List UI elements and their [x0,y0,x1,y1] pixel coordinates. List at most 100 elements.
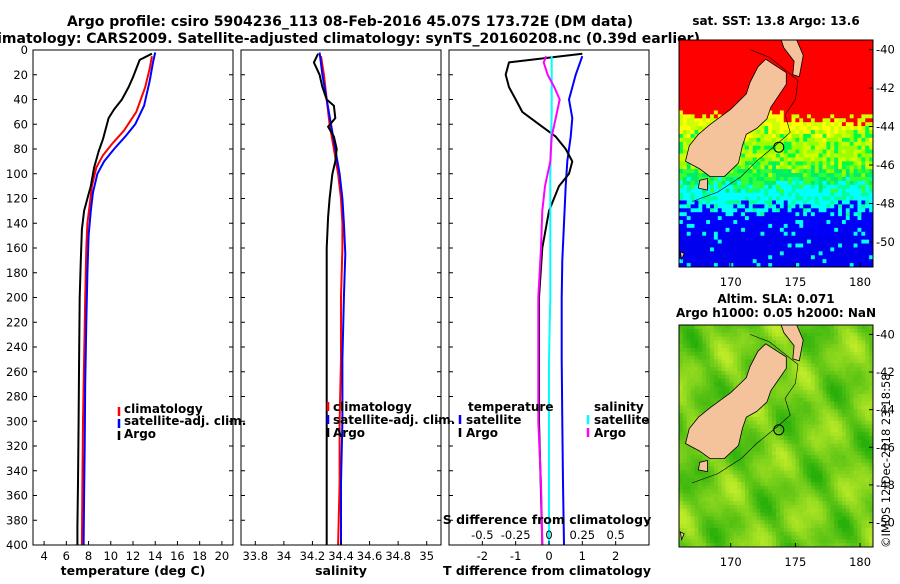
map-cell [807,107,811,111]
map-cell [865,107,869,111]
map-cell [792,197,796,201]
map-cell [819,204,823,208]
map-cell [799,382,803,386]
map-cell [846,40,850,44]
map-cell [838,75,842,79]
map-cell [857,75,861,79]
map-cell [726,197,730,201]
x-tick-label: 2 [612,549,619,563]
map-cell [768,130,772,134]
map-cell [714,236,718,240]
map-cell [706,216,710,220]
map-cell [687,344,691,348]
map-cell [838,236,842,240]
map-cell [795,532,799,536]
map-cell [850,259,854,263]
map-cell [815,200,819,204]
map-cell [865,134,869,138]
map-cell [729,386,733,390]
map-cell [799,216,803,220]
map-cell [729,220,733,224]
map-cell [854,251,858,255]
map-cell [737,501,741,505]
map-cell [745,240,749,244]
map-cell [784,459,788,463]
x-tick-label: -0.25 [501,528,531,542]
map-cell [807,204,811,208]
map-cell [780,436,784,440]
map-cell [795,87,799,91]
x-tick-label: 10 [103,549,118,563]
map-cell [807,216,811,220]
map-cell [726,375,730,379]
map-cell [857,224,861,228]
map-cell [687,459,691,463]
map-cell [757,228,761,232]
map-cell [698,99,702,103]
map-cell [718,463,722,467]
map-cell [741,181,745,185]
map-cell [838,200,842,204]
map-cell [795,189,799,193]
map-cell [807,251,811,255]
map-cell [780,173,784,177]
map-cell [710,386,714,390]
map-cell [729,367,733,371]
map-cell [784,520,788,524]
map-cell [718,177,722,181]
map-cell [788,173,792,177]
map-cell [830,204,834,208]
map-cell [741,228,745,232]
map-cell [772,107,776,111]
map-cell [819,83,823,87]
map-cell [760,329,764,333]
map-cell [760,138,764,142]
map-cell [683,83,687,87]
map-cell [826,189,830,193]
title-line-2: Climatology: CARS2009. Satellite-adjuste… [0,31,700,47]
map-cell [710,486,714,490]
depth-tick-label: 320 [6,439,28,453]
map-cell [737,91,741,95]
map-cell [683,216,687,220]
map-cell [865,208,869,212]
map-cell [714,329,718,333]
map-cell [753,428,757,432]
map-cell [776,394,780,398]
map-cell [679,110,683,114]
map-cell [788,467,792,471]
map-cell [698,44,702,48]
map-cell [726,75,730,79]
map-cell [691,501,695,505]
map-cell [687,110,691,114]
map-cell [768,513,772,517]
map-cell [780,394,784,398]
map-cell [726,474,730,478]
map-cell [772,251,776,255]
map-cell [803,197,807,201]
map-cell [757,421,761,425]
map-cell [784,63,788,67]
map-cell [695,382,699,386]
map-cell [729,340,733,344]
map-cell [861,126,865,130]
map-cell [826,56,830,60]
map-cell [792,524,796,528]
map-cell [795,204,799,208]
map-cell [691,95,695,99]
map-cell [702,114,706,118]
map-cell [757,154,761,158]
map-cell [683,232,687,236]
map-cell [687,126,691,130]
map-cell [838,259,842,263]
map-cell [826,118,830,122]
map-cell [764,467,768,471]
map-cell [741,60,745,64]
map-cell [803,122,807,126]
map-cell [799,325,803,329]
map-cell [854,114,858,118]
map-cell [784,501,788,505]
map-cell [838,44,842,48]
map-cell [807,138,811,142]
map-cell [714,185,718,189]
